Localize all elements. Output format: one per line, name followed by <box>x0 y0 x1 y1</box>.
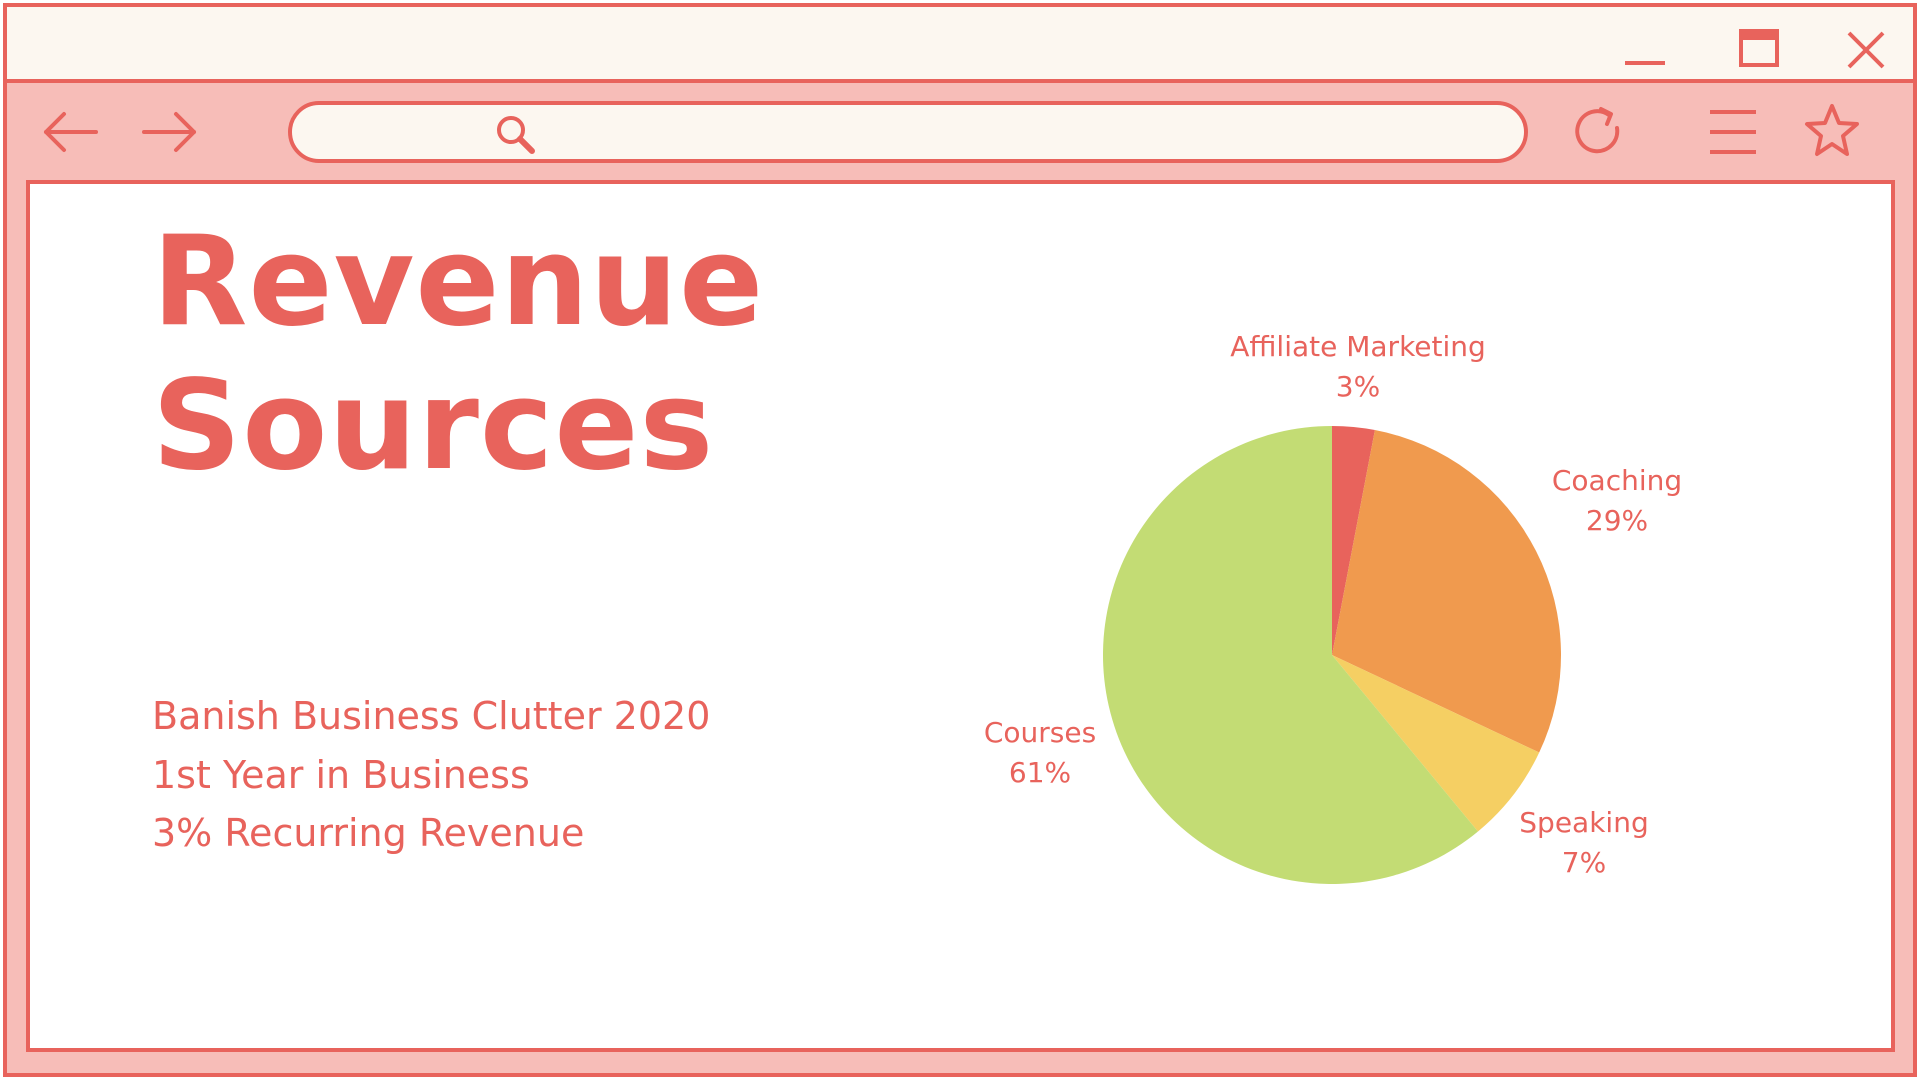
pie-label-speaking: Speaking <box>1519 806 1648 839</box>
title-line-2: Sources <box>152 354 715 498</box>
pie-label-affiliate-marketing: Affiliate Marketing <box>1230 330 1486 363</box>
title-line-1: Revenue <box>152 210 765 354</box>
pie-label-courses: Courses <box>984 716 1096 749</box>
maximize-icon[interactable] <box>1729 21 1785 77</box>
pie-label-coaching: Coaching <box>1552 464 1682 497</box>
star-icon[interactable] <box>1800 100 1864 164</box>
page-title: Revenue Sources <box>152 210 764 498</box>
subtitle-line-3: 3% Recurring Revenue <box>152 811 585 855</box>
address-input[interactable] <box>502 113 1466 153</box>
minimize-icon[interactable] <box>1619 21 1675 77</box>
title-bar <box>3 3 1917 83</box>
hamburger-menu-icon[interactable] <box>1702 100 1766 164</box>
pie-value-label-courses: 61% <box>1009 756 1071 789</box>
pie-value-label-coaching: 29% <box>1586 504 1648 537</box>
pie-slice-affiliate-marketing <box>1332 426 1375 655</box>
arrow-left-icon[interactable] <box>38 100 102 164</box>
reload-icon[interactable] <box>1567 100 1631 164</box>
pie-slice-speaking <box>1332 655 1540 832</box>
pie-slice-courses <box>1103 426 1478 885</box>
page-content <box>26 180 1895 1052</box>
pie-slice-coaching <box>1332 430 1561 753</box>
subtitle-line-2: 1st Year in Business <box>152 753 530 797</box>
address-bar[interactable] <box>288 101 1528 163</box>
pie-value-label-affiliate-marketing: 3% <box>1336 370 1380 403</box>
pie-value-label-speaking: 7% <box>1562 846 1606 879</box>
arrow-right-icon[interactable] <box>138 100 202 164</box>
close-icon[interactable] <box>1837 21 1893 77</box>
subtitle-line-1: Banish Business Clutter 2020 <box>152 694 711 738</box>
